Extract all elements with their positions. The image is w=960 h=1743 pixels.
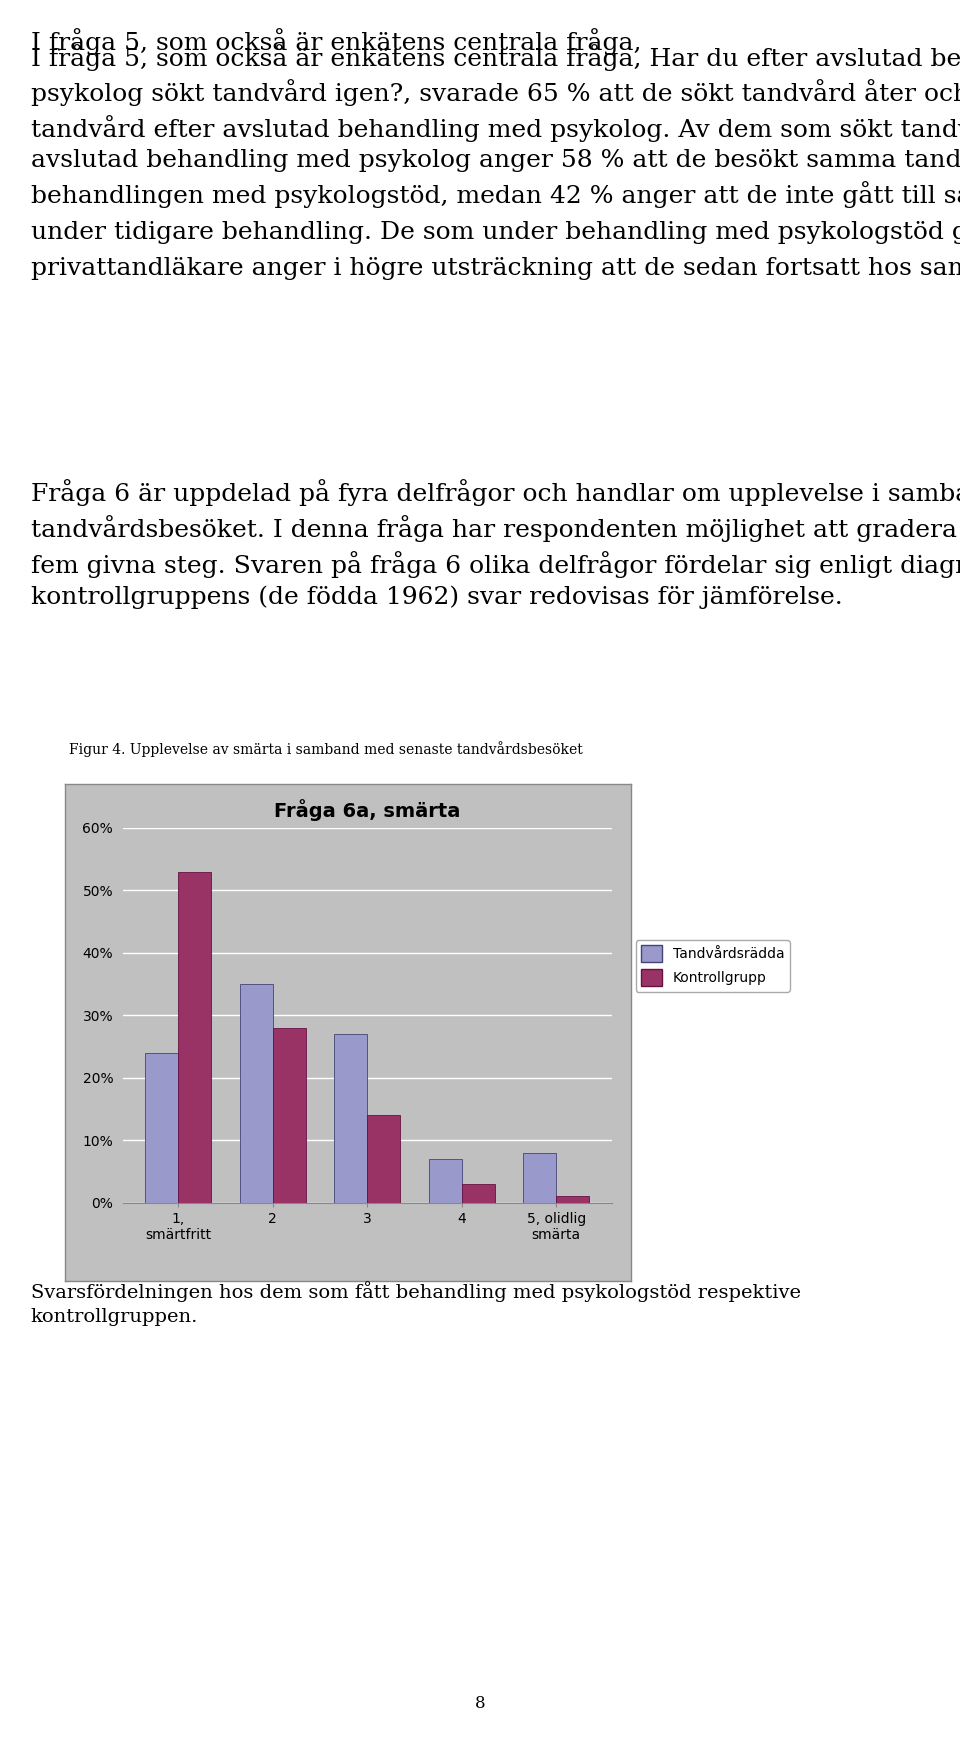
- Bar: [334, 1034, 368, 1203]
- Text: Svarsfördelningen hos dem som fått behandling med psykologstöd respektive
kontro: Svarsfördelningen hos dem som fått behan…: [31, 1281, 801, 1326]
- Bar: [428, 1159, 462, 1203]
- Bar: [462, 1183, 494, 1203]
- Bar: [145, 1053, 179, 1203]
- Text: Fråga 6 är uppdelad på fyra delfrågor och handlar om upplevelse i samband med de: Fråga 6 är uppdelad på fyra delfrågor oc…: [31, 479, 960, 608]
- Text: Figur 4. Upplevelse av smärta i samband med senaste tandvårdsbesöket: Figur 4. Upplevelse av smärta i samband …: [69, 741, 583, 758]
- Text: I fråga 5, som också är enkätens centrala fråga, Har du efter avslutad behandlin: I fråga 5, som också är enkätens central…: [31, 44, 960, 279]
- Text: 8: 8: [474, 1696, 486, 1712]
- Title: Fråga 6a, smärta: Fråga 6a, smärta: [274, 798, 461, 821]
- Bar: [367, 1116, 400, 1203]
- Bar: [240, 985, 273, 1203]
- Bar: [556, 1196, 589, 1203]
- Bar: [273, 1028, 306, 1203]
- Bar: [523, 1152, 556, 1203]
- Text: I fråga 5, som också är enkätens centrala fråga,: I fråga 5, som också är enkätens central…: [31, 28, 649, 56]
- Legend: Tandvårdsrädda, Kontrollgrupp: Tandvårdsrädda, Kontrollgrupp: [636, 939, 790, 992]
- Bar: [179, 872, 211, 1203]
